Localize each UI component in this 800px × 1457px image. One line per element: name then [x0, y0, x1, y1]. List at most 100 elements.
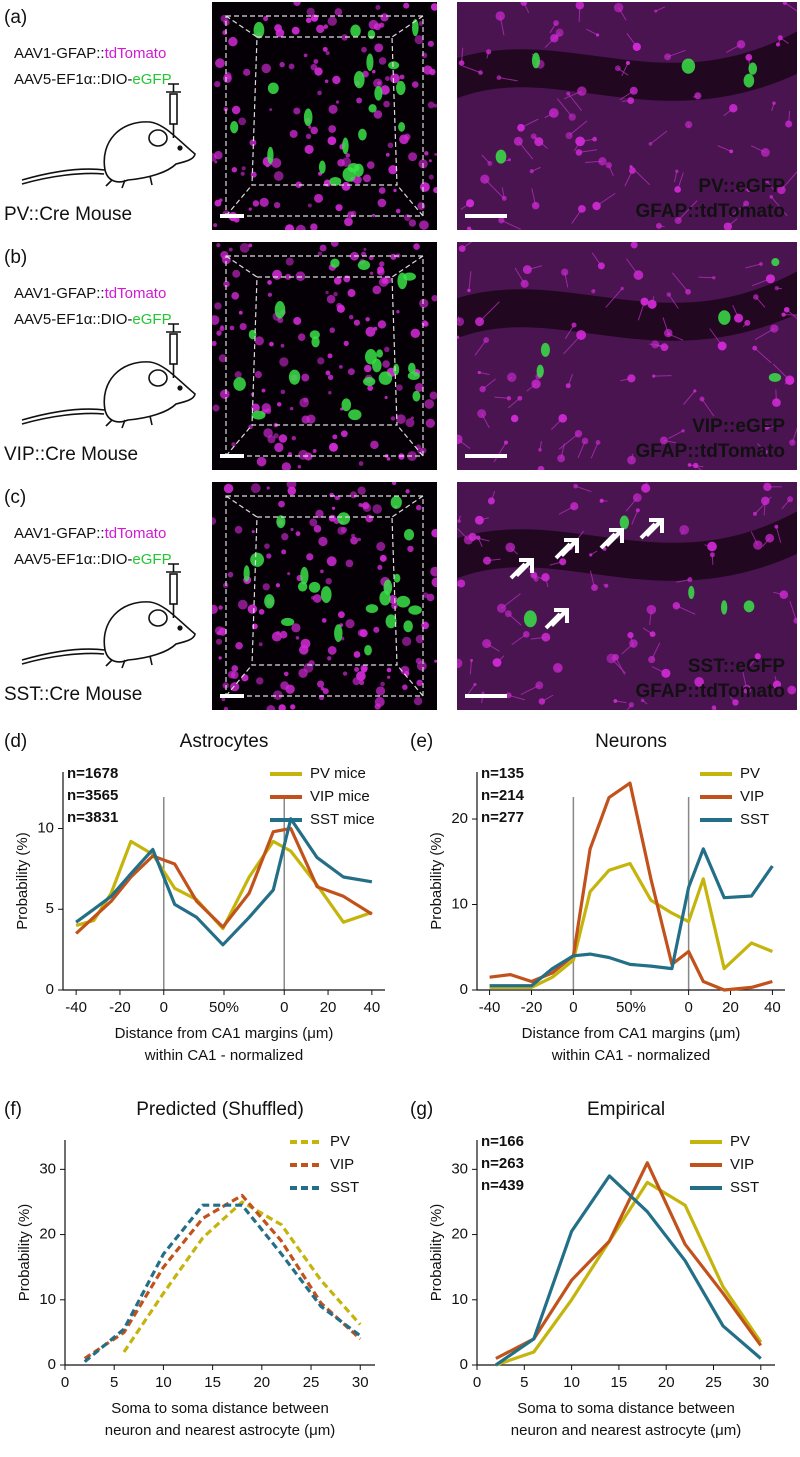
neuron	[364, 644, 372, 656]
astrocyte	[336, 302, 343, 309]
astrocyte	[325, 578, 332, 585]
cube-edge	[396, 664, 424, 697]
y-tick-label: 30	[39, 1160, 56, 1177]
neuron	[743, 73, 755, 88]
astrocyte	[599, 498, 604, 503]
astrocyte	[487, 497, 495, 505]
arrow	[515, 558, 534, 577]
astrocyte	[295, 531, 301, 537]
vector-name: AAV5-EF1α::DIO-eGFP	[14, 551, 172, 568]
astrocyte	[215, 638, 223, 645]
astrocyte	[353, 651, 361, 658]
neuron	[353, 163, 364, 177]
astrocyte	[279, 61, 285, 68]
cube-edge	[225, 664, 253, 697]
astrocyte	[429, 391, 437, 400]
astrocyte	[237, 599, 248, 610]
process	[695, 465, 702, 470]
process	[507, 397, 521, 409]
process	[775, 526, 782, 543]
neuron	[771, 258, 780, 267]
neuron	[523, 610, 537, 628]
neuron	[398, 121, 406, 132]
astrocyte	[321, 618, 327, 623]
astrocyte	[591, 584, 598, 592]
astrocyte	[711, 705, 717, 710]
astrocyte	[597, 262, 605, 270]
mouse-drawing	[21, 323, 196, 429]
astrocyte	[620, 286, 624, 291]
series-line	[495, 1161, 763, 1360]
neuron	[768, 372, 782, 382]
astrocyte	[541, 573, 550, 582]
astrocyte	[385, 152, 390, 157]
astrocyte	[248, 207, 252, 211]
astrocyte	[337, 159, 345, 167]
astrocyte	[496, 603, 507, 613]
astrocyte	[373, 626, 380, 633]
astrocyte	[350, 536, 359, 545]
astrocyte	[285, 224, 295, 230]
x-tick-label: -20	[521, 999, 543, 1016]
astrocyte	[382, 360, 390, 368]
astrocyte	[291, 26, 300, 35]
astrocyte	[378, 187, 386, 194]
astrocyte	[630, 242, 638, 249]
mouse-line: VIP::Cre Mouse	[4, 444, 138, 465]
astrocyte	[339, 365, 343, 369]
neuron	[329, 176, 342, 186]
astrocyte	[223, 706, 229, 710]
astrocyte	[347, 289, 356, 298]
mouse-body	[21, 601, 196, 663]
astrocyte	[214, 151, 223, 160]
astrocyte	[575, 136, 585, 147]
cube-edge	[225, 255, 258, 278]
astrocyte	[477, 409, 487, 419]
astrocyte	[263, 428, 273, 438]
process	[586, 28, 598, 36]
astrocyte	[419, 298, 429, 309]
astrocyte	[347, 368, 355, 376]
astrocyte	[266, 553, 272, 559]
astrocyte	[327, 656, 332, 661]
astrocyte	[591, 289, 596, 294]
y-tick-label: 10	[451, 1291, 468, 1308]
x-tick-label: 25	[705, 1374, 722, 1391]
astrocyte	[396, 414, 406, 424]
neuron	[403, 620, 413, 633]
series-line	[489, 861, 774, 989]
astrocyte	[371, 69, 376, 74]
astrocyte	[651, 340, 660, 349]
astrocyte	[259, 197, 269, 208]
process	[493, 442, 507, 463]
legend-label: VIP	[740, 788, 764, 805]
mouse-tail	[21, 652, 105, 665]
astrocyte	[393, 188, 397, 193]
x-axis-label: within CA1 - normalized	[551, 1047, 710, 1064]
astrocyte	[629, 165, 633, 169]
astrocyte	[231, 167, 238, 173]
astrocyte	[427, 101, 435, 109]
astrocyte	[305, 17, 312, 24]
legend-label: PV mice	[310, 765, 366, 782]
neuron	[348, 409, 362, 421]
astrocyte	[308, 125, 312, 129]
astrocyte	[787, 496, 794, 503]
astrocyte	[297, 333, 306, 341]
astrocyte	[373, 110, 383, 119]
vector-prefix: AAV5-EF1α::DIO-	[14, 311, 132, 328]
astrocyte	[218, 354, 227, 363]
astrocyte	[377, 564, 383, 570]
astrocyte	[231, 291, 240, 300]
astrocyte	[598, 157, 607, 166]
astrocyte	[301, 373, 310, 382]
series-line	[83, 1203, 362, 1363]
astrocyte	[485, 49, 492, 55]
astrocyte	[365, 317, 370, 322]
astrocyte	[283, 671, 289, 677]
process	[630, 166, 651, 186]
astrocyte	[659, 436, 668, 445]
astrocyte	[223, 74, 232, 83]
astrocyte	[319, 244, 327, 252]
panel: (b)AAV1-GFAP::tdTomatoAAV5-EF1α::DIO-eGF…	[4, 242, 797, 470]
